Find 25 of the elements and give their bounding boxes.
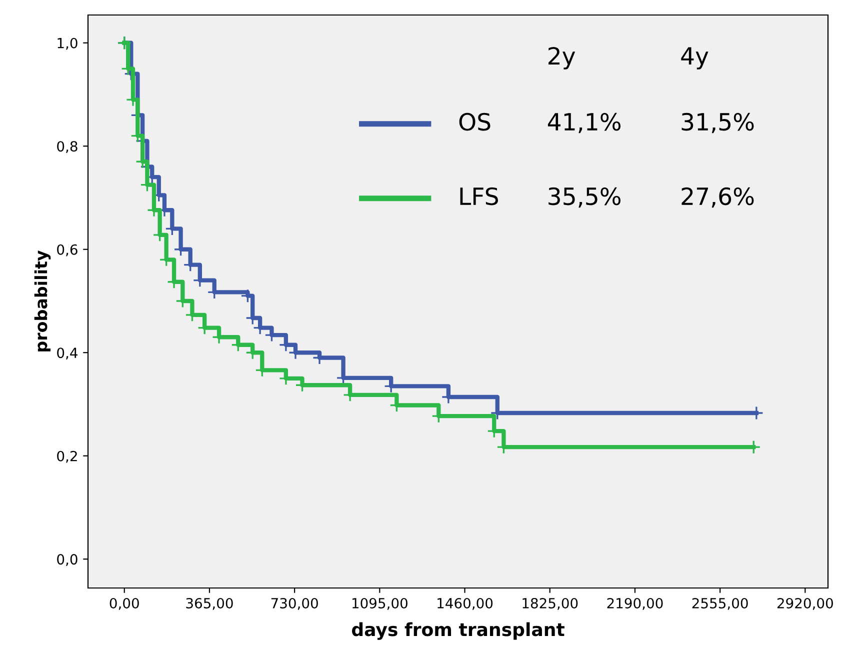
y-tick-label: 0,2 xyxy=(57,450,77,463)
y-tick-label: 1,0 xyxy=(58,38,78,50)
annotation: 4y xyxy=(681,47,708,70)
annotation: 41,1% xyxy=(548,112,621,134)
y-tick-label: 0,0 xyxy=(57,554,78,566)
y-tick-label: 0,6 xyxy=(57,244,78,256)
x-tick-label: 2920,00 xyxy=(777,598,833,610)
x-tick-label: 730,00 xyxy=(271,598,318,610)
x-tick-label: 1825,00 xyxy=(522,598,578,610)
annotation: 2y xyxy=(548,46,576,70)
annotation: 27,6% xyxy=(682,187,754,208)
y-tick-label: 0,4 xyxy=(57,348,78,360)
x-tick-label: 2190,00 xyxy=(607,598,663,610)
annotation: 35,5% xyxy=(548,187,621,208)
x-axis-title: days from transplant xyxy=(352,622,564,640)
x-tick-label: 365,00 xyxy=(186,598,233,610)
legend-label: LFS xyxy=(460,187,498,206)
x-tick-label: 2555,00 xyxy=(692,598,748,610)
x-tick-label: 1460,00 xyxy=(438,598,493,610)
x-tick-label: 1095,00 xyxy=(352,598,408,610)
x-tick-label: 0,00 xyxy=(110,598,139,610)
y-axis-title: probability xyxy=(34,250,51,352)
annotation: 31,5% xyxy=(682,112,754,134)
y-tick-label: 0,8 xyxy=(57,141,78,154)
legend-label: OS xyxy=(459,112,490,131)
